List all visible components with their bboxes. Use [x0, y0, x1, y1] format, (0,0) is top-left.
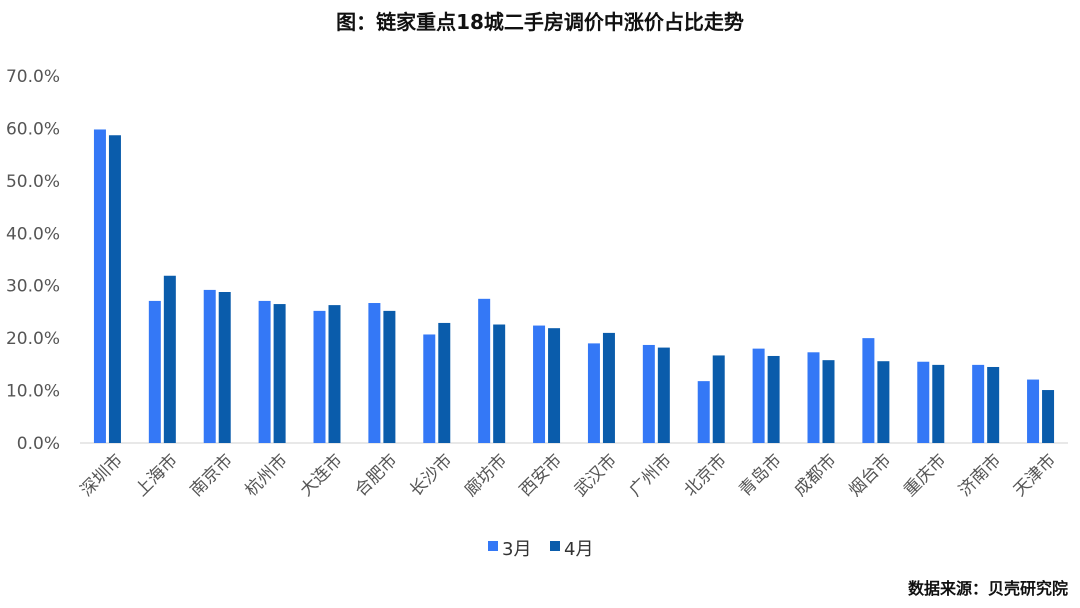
bar-april — [163, 275, 176, 443]
x-tick-label: 北京市 — [681, 450, 731, 500]
x-tick-label: 长沙市 — [406, 450, 456, 500]
bar-march — [423, 334, 436, 443]
bar-march — [917, 361, 930, 443]
y-tick-label: 20.0% — [6, 329, 60, 349]
bar-march — [148, 300, 161, 443]
bar-april — [108, 135, 121, 443]
x-tick-label: 大连市 — [296, 450, 346, 500]
bar-april — [602, 332, 615, 443]
bar-march — [368, 303, 381, 443]
bar-march — [972, 364, 985, 443]
bar-april — [438, 322, 451, 443]
bar-april — [1042, 390, 1055, 443]
bar-march — [313, 310, 326, 443]
x-tick-label: 青岛市 — [735, 450, 785, 500]
legend-swatch — [550, 541, 560, 551]
x-tick-label: 合肥市 — [351, 450, 401, 500]
chart-title: 图：链家重点18城二手房调价中涨价占比走势 — [336, 10, 744, 34]
y-tick-label: 40.0% — [6, 224, 60, 244]
x-tick-label: 廊坊市 — [461, 450, 511, 500]
bar-march — [642, 344, 655, 443]
legend-label: 4月 — [564, 539, 593, 560]
bar-april — [767, 355, 780, 443]
bar-march — [533, 325, 546, 443]
bar-april — [822, 360, 835, 443]
bar-march — [752, 348, 765, 443]
x-tick-label: 武汉市 — [571, 450, 621, 500]
bar-april — [987, 366, 1000, 443]
y-tick-label: 0.0% — [17, 434, 60, 454]
x-tick-label: 成都市 — [790, 450, 840, 500]
bar-april — [877, 361, 890, 443]
bar-april — [712, 355, 725, 443]
bar-april — [383, 310, 396, 443]
bar-april — [657, 347, 670, 443]
bar-march — [478, 298, 491, 443]
y-tick-label: 50.0% — [6, 172, 60, 192]
legend-swatch — [488, 541, 498, 551]
x-tick-label: 西安市 — [516, 450, 566, 500]
x-tick-label: 南京市 — [187, 450, 237, 500]
x-tick-label: 上海市 — [132, 450, 182, 500]
bar-march — [93, 129, 106, 443]
bar-march — [258, 300, 271, 443]
bar-april — [273, 304, 286, 443]
x-tick-label: 重庆市 — [900, 450, 950, 500]
bar-april — [548, 328, 561, 443]
x-tick-label: 深圳市 — [77, 450, 127, 500]
bar-march — [807, 352, 820, 443]
bar-march — [862, 338, 875, 443]
x-tick-label: 广州市 — [626, 450, 676, 500]
bar-april — [493, 324, 506, 443]
bar-april — [932, 364, 945, 443]
bar-march — [203, 289, 216, 443]
x-tick-label: 天津市 — [1010, 450, 1060, 500]
x-tick-label: 杭州市 — [241, 450, 291, 500]
legend-label: 3月 — [502, 539, 531, 560]
bar-april — [218, 292, 231, 443]
bar-april — [328, 305, 341, 443]
bar-march — [697, 381, 710, 443]
bar-march — [587, 343, 600, 443]
y-tick-label: 10.0% — [6, 382, 60, 402]
x-tick-label: 济南市 — [955, 450, 1005, 500]
source-note: 数据来源：贝壳研究院 — [907, 579, 1068, 598]
y-tick-label: 60.0% — [6, 119, 60, 139]
y-tick-label: 30.0% — [6, 277, 60, 297]
y-tick-label: 70.0% — [6, 67, 60, 87]
bar-march — [1027, 379, 1040, 443]
x-tick-label: 烟台市 — [845, 450, 895, 500]
